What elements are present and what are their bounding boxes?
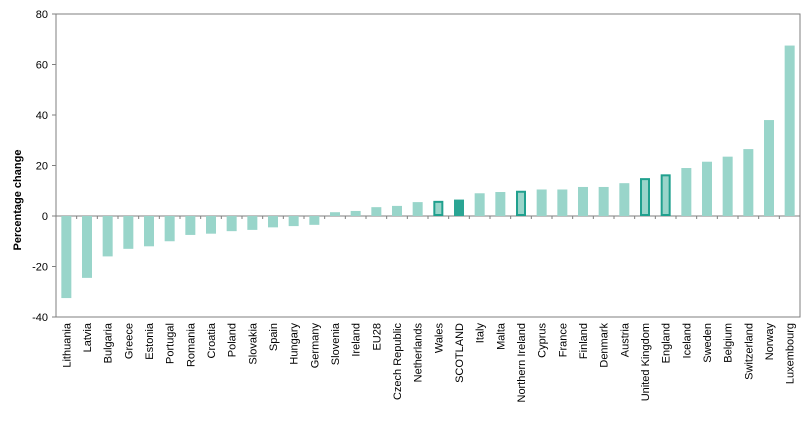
x-tick-label: Denmark — [599, 323, 611, 368]
bar-finland — [578, 186, 588, 216]
bar-cyprus — [536, 189, 547, 216]
bars — [61, 45, 795, 299]
y-tick-label: -20 — [32, 262, 48, 274]
bar-slovakia — [247, 216, 258, 230]
x-tick-label: Northern Ireland — [516, 323, 528, 403]
x-tick-label: Netherlands — [413, 323, 425, 383]
x-axis-ticks: Lithuania Latvia Bulgaria Greece Estonia Port… — [61, 322, 796, 402]
bar-bulgaria — [102, 216, 113, 257]
bar-italy — [474, 193, 485, 216]
y-tick-label: 20 — [36, 161, 48, 173]
bar-iceland — [681, 168, 692, 216]
plot-frame — [55, 13, 801, 318]
bar-croatia — [206, 216, 216, 234]
x-tick-label: Finland — [578, 323, 590, 359]
x-tick-label: Luxembourg — [785, 323, 797, 384]
x-tick-label: Iceland — [681, 323, 693, 358]
x-tick-label: Wales — [433, 323, 445, 354]
y-tick-label: 40 — [36, 110, 48, 122]
y-tick-label: 80 — [36, 9, 48, 21]
x-tick-label: France — [557, 323, 569, 357]
y-tick-label: -40 — [32, 312, 48, 324]
bar-wales — [433, 200, 444, 217]
bar-norway — [764, 120, 774, 216]
x-tick-label: Switzerland — [743, 323, 755, 380]
x-tick-label: Austria — [619, 322, 631, 357]
x-tick-label: Czech Republic — [392, 323, 404, 401]
x-tick-label: Latvia — [82, 322, 94, 352]
y-tick-label: 0 — [42, 211, 48, 223]
x-tick-label: Romania — [185, 322, 197, 367]
bar-netherlands — [412, 202, 423, 216]
x-tick-label: England — [661, 323, 673, 363]
bar-portugal — [164, 216, 175, 242]
bar-eu28 — [371, 207, 382, 216]
bar-malta — [495, 192, 506, 216]
x-tick-label: Norway — [764, 323, 776, 361]
x-tick-label: Malta — [495, 322, 507, 350]
bar-hungary — [288, 216, 299, 227]
y-tick-label: 60 — [36, 60, 48, 72]
x-tick-label: Slovenia — [330, 322, 342, 365]
x-tick-label: Spain — [268, 323, 280, 351]
bar-slovenia — [330, 212, 340, 216]
x-tick-label: Ireland — [351, 323, 363, 357]
bar-france — [557, 189, 568, 216]
y-axis-label: Percentage change — [12, 150, 24, 251]
bar-england — [660, 174, 671, 216]
x-tick-label: EU28 — [371, 323, 383, 351]
bar-romania — [185, 216, 196, 235]
x-tick-label: Italy — [475, 323, 487, 344]
bar-united-kingdom — [640, 178, 650, 216]
bar-ireland — [350, 210, 361, 216]
bar-spain — [268, 216, 278, 228]
plot-border — [55, 13, 801, 318]
bar-latvia — [82, 216, 92, 278]
bar-lithuania — [61, 216, 72, 299]
x-tick-label: Estonia — [144, 322, 156, 360]
x-tick-label: Germany — [309, 323, 321, 369]
bar-switzerland — [743, 149, 754, 216]
x-tick-label: Belgium — [723, 323, 735, 363]
y-axis-ticks: -40 -20 0 20 40 60 80 — [32, 9, 56, 324]
bar-luxembourg — [784, 45, 795, 216]
x-tick-label: Portugal — [165, 323, 177, 364]
bar-estonia — [144, 216, 154, 247]
bar-northern-ireland — [516, 190, 526, 216]
x-tick-label: Greece — [123, 323, 135, 359]
x-tick-label: Sweden — [702, 323, 714, 363]
bar-greece — [123, 216, 134, 249]
x-tick-label: United Kingdom — [640, 323, 652, 401]
x-tick-label: Hungary — [289, 323, 301, 365]
bar-sweden — [702, 161, 712, 216]
bar-germany — [309, 216, 320, 225]
bar-poland — [226, 216, 237, 232]
bar-austria — [619, 183, 630, 216]
bar-scotland — [454, 199, 464, 216]
bar-denmark — [598, 186, 609, 216]
bar-czech-republic — [392, 205, 402, 216]
bar-belgium — [722, 156, 733, 216]
x-tick-label: Poland — [227, 323, 239, 357]
x-tick-label: Bulgaria — [103, 322, 115, 363]
x-tick-label: Slovakia — [247, 322, 259, 364]
x-tick-label: Lithuania — [61, 322, 73, 368]
x-tick-label: Croatia — [206, 322, 218, 358]
x-tick-label: SCOTLAND — [454, 323, 466, 383]
x-tick-label: Cyprus — [537, 323, 549, 358]
